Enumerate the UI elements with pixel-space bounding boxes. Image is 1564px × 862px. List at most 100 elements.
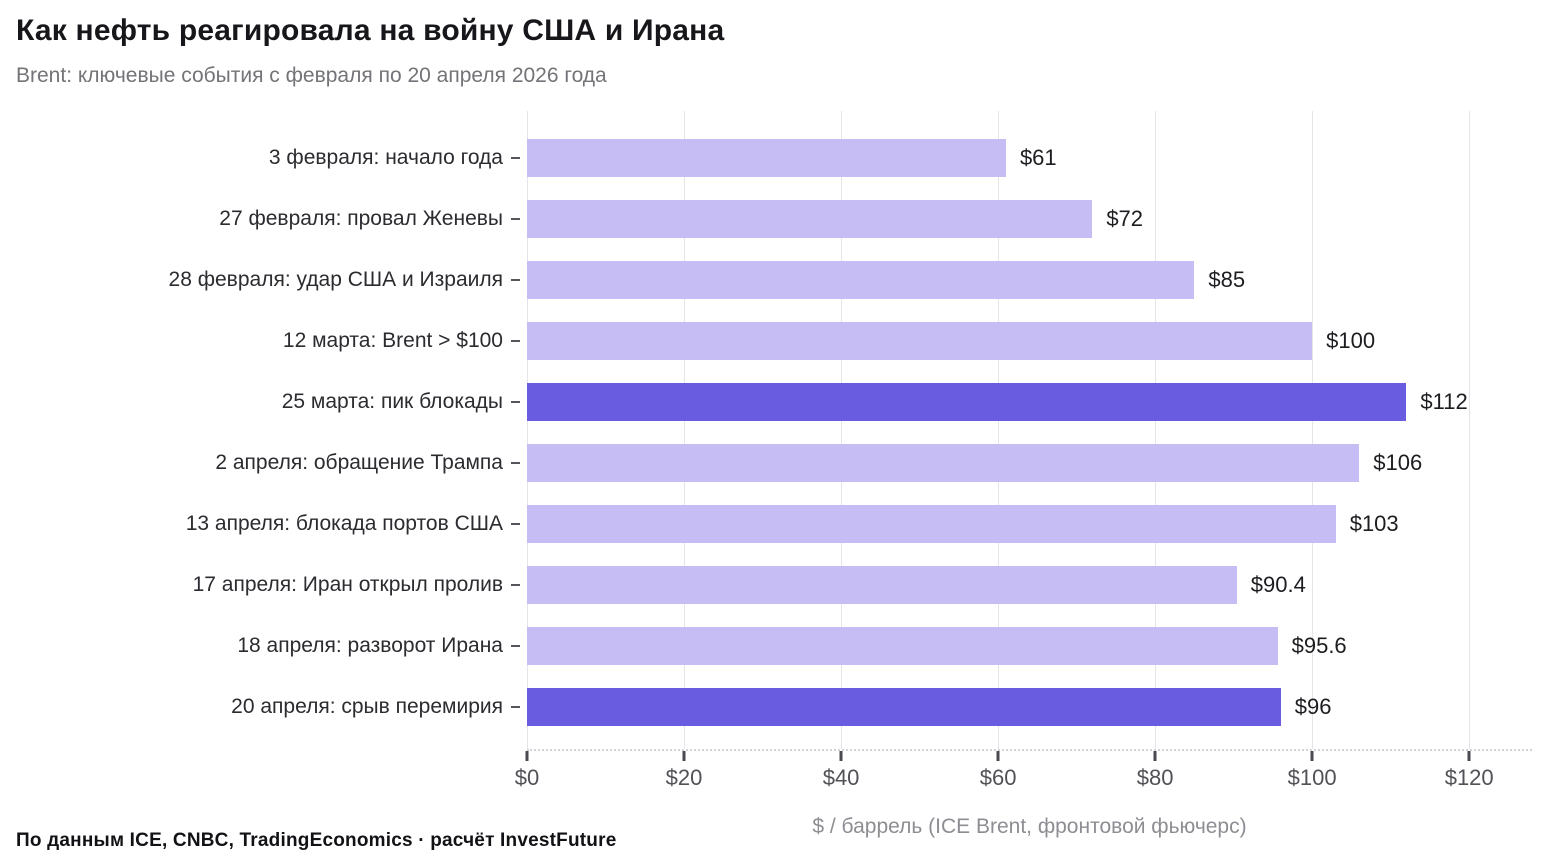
y-tick-cell: [503, 644, 527, 647]
value-label: $85: [1208, 266, 1246, 292]
chart-title: Как нефть реагировала на войну США и Ира…: [16, 14, 725, 47]
bar: [527, 260, 1195, 299]
y-tick-cell: [503, 522, 527, 525]
x-tick-mark: [682, 751, 686, 761]
category-label: 27 февраля: провал Женевы: [219, 206, 503, 230]
bar-track: $112: [527, 382, 1532, 421]
chart-subtitle: Brent: ключевые события с февраля по 20 …: [16, 64, 607, 87]
bar-track: $96: [527, 687, 1532, 726]
gridline: [998, 111, 1000, 749]
y-tick-mark: [510, 644, 520, 647]
x-tick-label: $0: [514, 765, 540, 790]
x-tick-label: $80: [1136, 765, 1174, 790]
category-label: 12 марта: Brent > $100: [282, 328, 503, 352]
y-tick-cell: [503, 461, 527, 464]
bar: [527, 321, 1313, 360]
x-tick-label: $40: [822, 765, 860, 790]
bar-chart: 3 февраля: начало года $61 27 февраля: про…: [16, 111, 1564, 751]
bar-track: $90.4: [527, 565, 1532, 604]
bar-row: 20 апреля: срыв перемирия $96: [16, 676, 1532, 737]
bar-row: 2 апреля: обращение Трампа $106: [16, 432, 1532, 493]
category-label: 20 апреля: срыв перемирия: [231, 694, 503, 718]
y-tick-mark: [510, 400, 520, 403]
gridline: [1312, 111, 1314, 749]
plot-area: [527, 111, 1532, 751]
category-label: 3 февраля: начало года: [268, 145, 503, 169]
bar: [527, 565, 1237, 604]
y-tick-mark: [510, 583, 520, 586]
x-tick-label: $120: [1444, 765, 1494, 790]
y-tick-cell: [503, 217, 527, 220]
category-label: 13 апреля: блокада портов США: [185, 511, 503, 535]
y-tick-cell: [503, 400, 527, 403]
x-tick-mark: [839, 751, 843, 761]
category-label: 17 апреля: Иран открыл пролив: [192, 572, 503, 596]
x-tick-label: $100: [1287, 765, 1337, 790]
bar-track: $103: [527, 504, 1532, 543]
bar: [527, 138, 1006, 177]
y-tick-mark: [510, 217, 520, 220]
value-label: $100: [1326, 327, 1376, 353]
value-label: $103: [1349, 510, 1399, 536]
x-axis-title: $ / баррель (ICE Brent, фронтовой фьючер…: [812, 815, 1247, 838]
value-label: $61: [1019, 144, 1057, 170]
x-tick-label: $20: [665, 765, 703, 790]
x-tick-mark: [1153, 751, 1157, 761]
x-tick-mark: [1467, 751, 1471, 761]
bar: [527, 443, 1360, 482]
y-tick-mark: [510, 339, 520, 342]
gridline: [1469, 111, 1471, 749]
category-label: 28 февраля: удар США и Израиля: [168, 267, 503, 291]
y-tick-cell: [503, 156, 527, 159]
bar-row: 25 марта: пик блокады $112: [16, 371, 1532, 432]
bar: [527, 626, 1278, 665]
gridline: [527, 111, 528, 749]
y-tick-cell: [503, 278, 527, 281]
value-label: $112: [1420, 388, 1468, 414]
bar-row: 17 апреля: Иран открыл пролив $90.4: [16, 554, 1532, 615]
value-label: $106: [1373, 449, 1423, 475]
category-label: 18 апреля: разворот Ирана: [237, 633, 503, 657]
y-tick-mark: [510, 522, 520, 525]
category-label: 25 марта: пик блокады: [281, 389, 503, 413]
value-label: $96: [1294, 693, 1332, 719]
bar-row: 12 марта: Brent > $100 $100: [16, 310, 1532, 371]
bar-track: $72: [527, 199, 1532, 238]
bar-row: 13 апреля: блокада портов США $103: [16, 493, 1532, 554]
y-tick-mark: [510, 278, 520, 281]
x-tick-mark: [525, 751, 529, 761]
x-tick-mark: [1310, 751, 1314, 761]
bar-track: $85: [527, 260, 1532, 299]
bar-track: $100: [527, 321, 1532, 360]
gridline: [1155, 111, 1157, 749]
gridline: [841, 111, 843, 749]
bar-row: 18 апреля: разворот Ирана $95.6: [16, 615, 1532, 676]
y-tick-cell: [503, 583, 527, 586]
bar: [527, 504, 1336, 543]
bar-rows: 3 февраля: начало года $61 27 февраля: про…: [16, 111, 1532, 751]
value-label: $90.4: [1250, 571, 1306, 597]
y-tick-mark: [510, 461, 520, 464]
y-tick-mark: [510, 156, 520, 159]
x-tick-label: $60: [979, 765, 1017, 790]
source-note: По данным ICE, CNBC, TradingEconomics · …: [16, 830, 617, 851]
bar-row: 27 февраля: провал Женевы $72: [16, 188, 1532, 249]
x-tick-mark: [996, 751, 1000, 761]
category-label: 2 апреля: обращение Трампа: [215, 450, 503, 474]
y-tick-mark: [510, 705, 520, 708]
bar-row: 28 февраля: удар США и Израиля $85: [16, 249, 1532, 310]
bar-track: $95.6: [527, 626, 1532, 665]
x-axis: $0 $20 $40 $60 $80 $100 $120: [515, 751, 1532, 801]
y-tick-cell: [503, 339, 527, 342]
value-label: $95.6: [1291, 632, 1347, 658]
gridline: [684, 111, 686, 749]
value-label: $72: [1106, 205, 1144, 231]
bar: [527, 199, 1093, 238]
bar-track: $106: [527, 443, 1532, 482]
bar-row: 3 февраля: начало года $61: [16, 127, 1532, 188]
y-tick-cell: [503, 705, 527, 708]
bar-track: $61: [527, 138, 1532, 177]
bar-highlighted: [527, 687, 1281, 726]
bar-highlighted: [527, 382, 1407, 421]
